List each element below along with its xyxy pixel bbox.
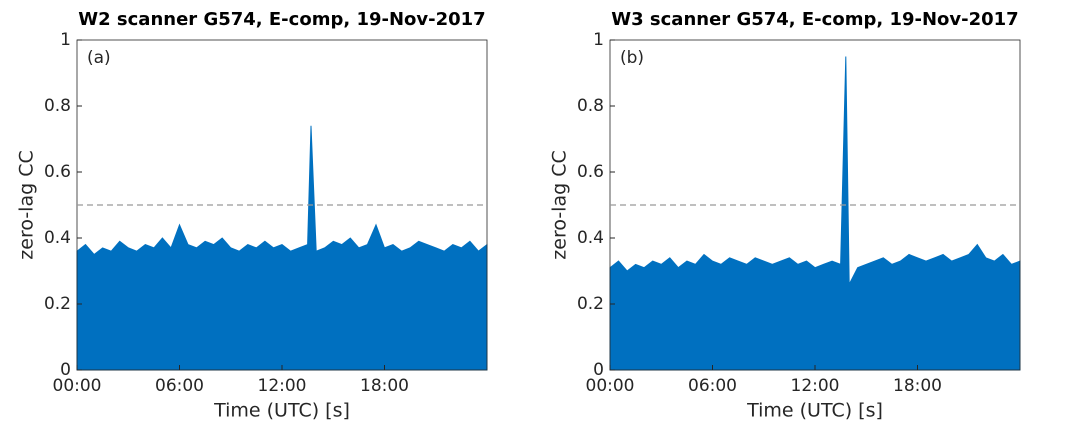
cc-area (76, 125, 488, 371)
y-tick-label: 0.2 (44, 294, 71, 314)
x-tick-label: 18:00 (360, 376, 409, 396)
chart-title: W3 scanner G574, E-comp, 19-Nov-2017 (611, 9, 1018, 30)
y-tick-label: 1 (593, 30, 604, 50)
y-tick-label: 0.6 (44, 162, 71, 182)
y-axis-label: zero-lag CC (549, 150, 571, 259)
y-tick-label: 0.6 (577, 162, 604, 182)
y-tick-label: 0 (593, 360, 604, 380)
cc-area (609, 56, 1021, 371)
chart-title: W2 scanner G574, E-comp, 19-Nov-2017 (78, 9, 485, 30)
panel-label: (a) (87, 48, 111, 68)
x-tick-label: 18:00 (893, 376, 942, 396)
y-tick-label: 0.4 (577, 228, 604, 248)
x-tick-label: 12:00 (258, 376, 307, 396)
x-tick-label: 06:00 (155, 376, 204, 396)
y-tick-label: 0 (60, 360, 71, 380)
y-tick-label: 0.8 (577, 96, 604, 116)
x-tick-label: 06:00 (688, 376, 737, 396)
y-tick-label: 1 (60, 30, 71, 50)
x-tick-label: 12:00 (791, 376, 840, 396)
y-tick-label: 0.2 (577, 294, 604, 314)
x-axis-label: Time (UTC) [s] (746, 400, 883, 422)
x-tick-label: 00:00 (53, 376, 102, 396)
panel-label: (b) (620, 48, 644, 68)
y-tick-label: 0.4 (44, 228, 71, 248)
y-axis-label: zero-lag CC (16, 150, 38, 259)
x-tick-label: 00:00 (586, 376, 635, 396)
x-axis-label: Time (UTC) [s] (213, 400, 350, 422)
y-tick-label: 0.8 (44, 96, 71, 116)
